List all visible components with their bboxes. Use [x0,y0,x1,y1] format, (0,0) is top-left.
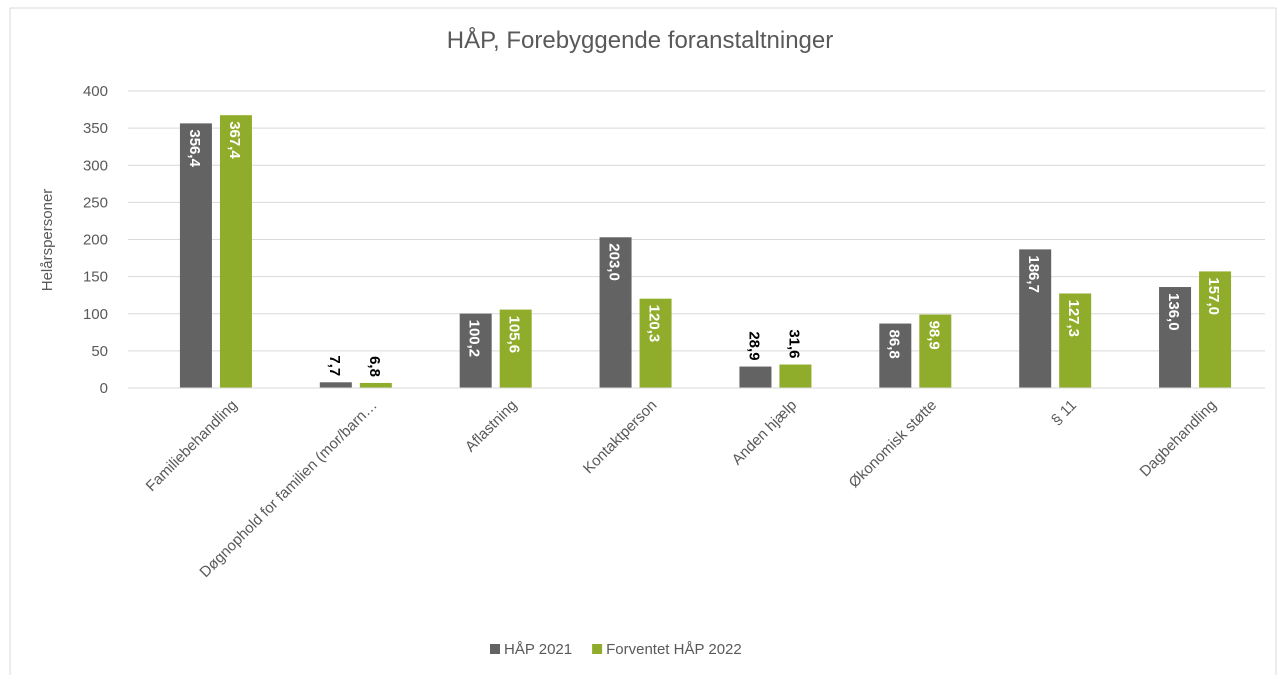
bar [219,115,252,388]
value-label: 7,7 [326,355,343,376]
x-tick-label: § 11 [1048,397,1080,429]
value-label: 31,6 [785,329,802,358]
value-label: 356,4 [186,129,203,167]
x-tick-label: Kontaktperson [580,397,660,477]
value-label: 98,9 [925,321,942,350]
y-tick-label: 200 [83,232,108,249]
y-tick-label: 400 [83,83,108,100]
bar [1199,271,1232,388]
chart-frame [9,7,1277,680]
bar [1159,287,1192,388]
legend-swatch [592,644,603,654]
value-label: 6,8 [366,356,383,377]
bar [359,382,392,388]
legend-label: Forventet HÅP 2022 [606,641,742,658]
y-tick-label: 150 [83,269,108,286]
bar [779,364,812,388]
x-tick-label: Familiebehandling [143,397,241,495]
y-tick-label: 350 [83,120,108,137]
bar [1059,293,1092,388]
x-tick-label: Aflastning [462,397,521,456]
bar [639,298,672,388]
bar [739,366,772,388]
value-label: 203,0 [606,243,623,281]
value-label: 100,2 [466,320,483,358]
value-label: 120,3 [646,305,663,343]
bar [179,123,212,389]
bar [1019,249,1052,388]
value-label: 127,3 [1065,299,1082,337]
chart-title: HÅP, Forebyggende foranstaltninger [447,26,833,54]
value-label: 367,4 [226,121,243,159]
value-label: 105,6 [506,316,523,354]
y-tick-label: 100 [83,306,108,323]
y-tick-label: 50 [91,343,108,360]
bar [459,313,492,388]
y-tick-label: 250 [83,194,108,211]
x-tick-label: Økonomisk støtte [846,397,941,492]
y-axis-label: Helårspersoner [39,189,56,292]
bar [319,382,352,388]
legend-label: HÅP 2021 [504,641,572,658]
y-tick-label: 0 [100,380,108,397]
bar [499,309,532,388]
value-label: 157,0 [1205,277,1222,315]
value-label: 186,7 [1025,255,1042,293]
bar [599,237,632,388]
bar [919,314,952,388]
value-label: 28,9 [745,331,762,360]
x-tick-label: Dagbehandling [1137,397,1220,480]
y-tick-label: 300 [83,157,108,174]
bar [879,323,912,388]
x-tick-label: Anden hjælp [729,397,801,469]
value-label: 136,0 [1165,293,1182,331]
legend-swatch [490,644,500,654]
value-label: 86,8 [885,330,902,359]
